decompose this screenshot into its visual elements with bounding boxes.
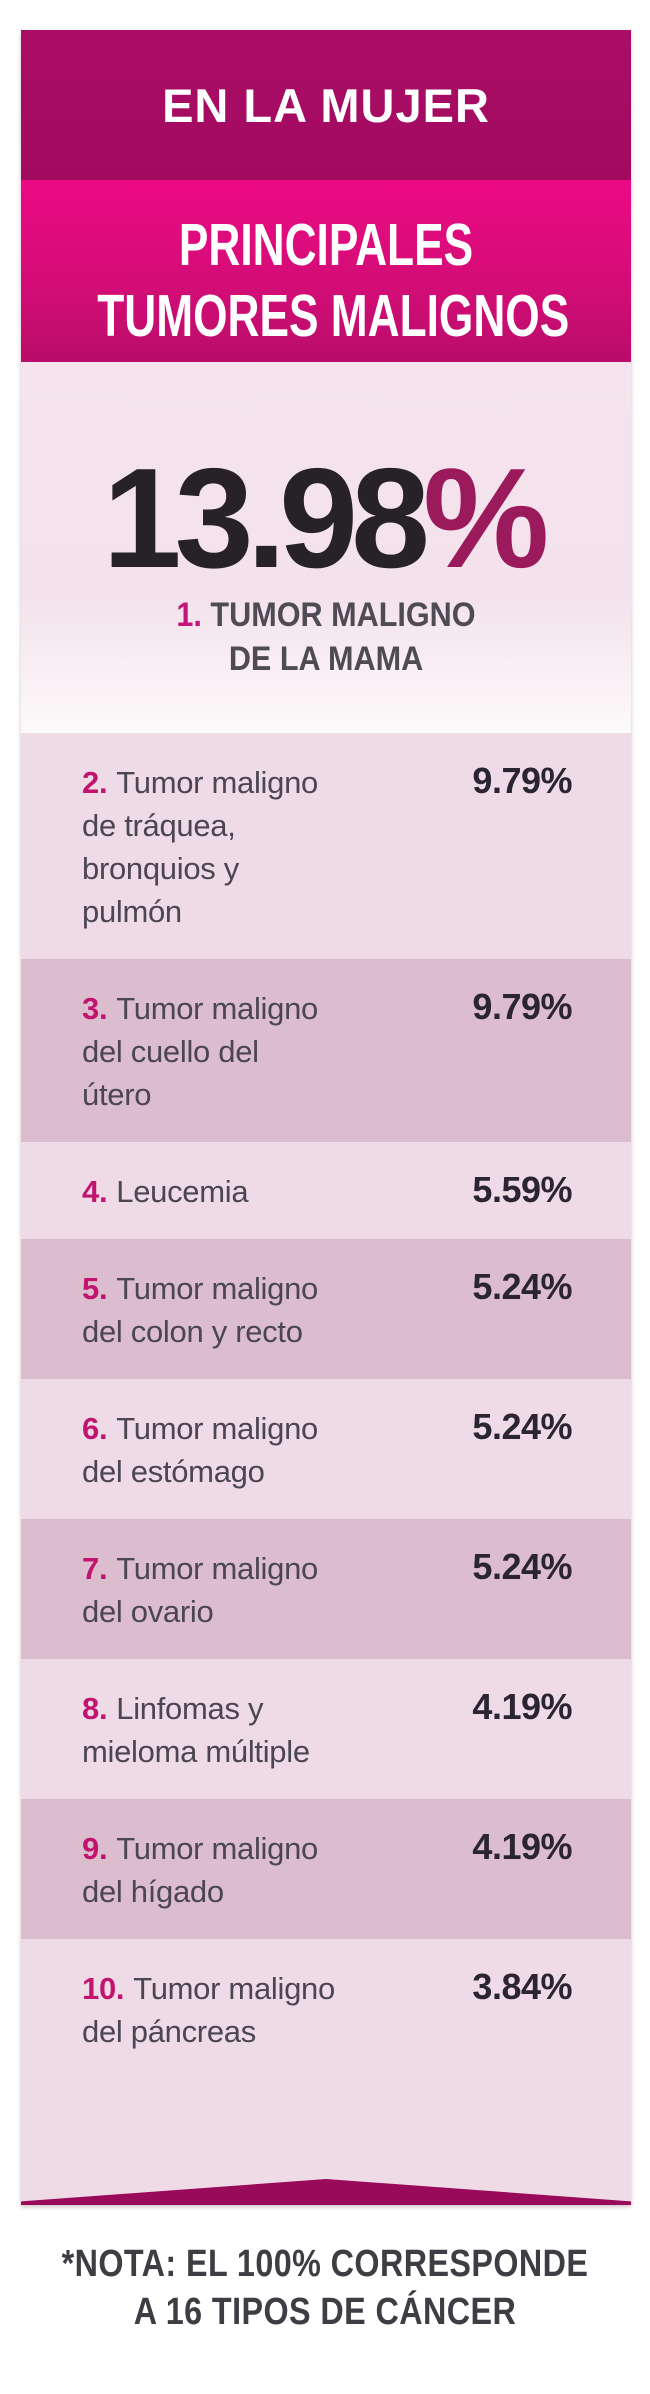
list-item: 8. Linfomas y mieloma múltiple 4.19% [21,1659,631,1799]
list-item-percentage: 5.59% [472,1169,572,1210]
top-tumor-name-line1: TUMOR MALIGNO [210,596,476,634]
list-item: 7. Tumor maligno del ovario 5.24% [21,1519,631,1659]
tumor-list: 2. Tumor maligno de tráquea, bronquios y pul… [21,733,631,2205]
list-item-percentage: 5.24% [472,1546,572,1587]
top-tumor-rank: 1. [176,596,202,634]
main-title-line1: PRINCIPALES [178,212,474,278]
list-item-label: 9. Tumor maligno del hígado [82,1827,472,1913]
list-item-label: 8. Linfomas y mieloma múltiple [82,1687,472,1773]
top-tumor-name-line2: DE LA MAMA [228,640,424,678]
list-item-rank: 5. [82,1271,108,1306]
list-item-rank: 9. [82,1831,108,1866]
list-item: 3. Tumor maligno del cuello del útero 9.79% [21,959,631,1142]
list-item-text: Tumor maligno del colon y recto [82,1271,318,1349]
list-item-label: 3. Tumor maligno del cuello del útero [82,987,472,1116]
list-item-text: Tumor maligno del páncreas [82,1971,335,2049]
list-item-text: Linfomas y mieloma múltiple [82,1691,310,1769]
list-item: 6. Tumor maligno del estómago 5.24% [21,1379,631,1519]
list-item-percentage: 9.79% [472,760,572,801]
list-item: 5. Tumor maligno del colon y recto 5.24% [21,1239,631,1379]
list-item: 2. Tumor maligno de tráquea, bronquios y pul… [21,733,631,959]
footnote-line2: A 16 TIPOS DE CÁNCER [133,2291,517,2333]
list-item-rank: 10. [82,1971,125,2006]
list-item-label: 10. Tumor maligno del páncreas [82,1967,472,2053]
list-item: 10. Tumor maligno del páncreas 3.84% [21,1939,631,2205]
list-item-percentage: 5.24% [472,1406,572,1447]
percent-sign: % [423,439,550,598]
list-item-text: Tumor maligno de tráquea, bronquios y pulmó… [82,765,318,929]
list-item-percentage: 4.19% [472,1686,572,1727]
list-item-percentage: 3.84% [472,1966,572,2007]
list-item-rank: 4. [82,1174,108,1209]
list-item-label: 2. Tumor maligno de tráquea, bronquios y pul… [82,761,472,933]
list-item-rank: 7. [82,1551,108,1586]
kicker-title: EN LA MUJER [162,78,490,132]
list-item-rank: 3. [82,991,108,1026]
main-title: PRINCIPALES TUMORES MALIGNOS [97,210,569,352]
list-item-percentage: 4.19% [472,1826,572,1867]
list-item-label: 6. Tumor maligno del estómago [82,1407,472,1493]
list-item-rank: 2. [82,765,108,800]
footnote: *NOTA: EL 100% CORRESPONDE A 16 TIPOS DE… [49,2240,602,2336]
list-item-text: Tumor maligno del hígado [82,1831,318,1909]
list-item-rank: 6. [82,1411,108,1446]
hero-panel [21,362,631,733]
list-item-percentage: 9.79% [472,986,572,1027]
list-item-rank: 8. [82,1691,108,1726]
list-item: 9. Tumor maligno del hígado 4.19% [21,1799,631,1939]
footnote-line1: *NOTA: EL 100% CORRESPONDE [61,2243,589,2285]
main-title-line2: TUMORES MALIGNOS [97,283,570,349]
tumors-infographic: EN LA MUJER PRINCIPALES TUMORES MALIGNOS… [21,30,631,2205]
top-percentage-value: 13.98 [102,439,430,598]
top-tumor-label: 1. TUMOR MALIGNO DE LA MAMA [52,593,601,681]
list-item-text: Leucemia [116,1174,249,1209]
list-item-label: 4. Leucemia [82,1170,472,1213]
top-percentage: 13.98% [21,448,631,590]
list-item-label: 5. Tumor maligno del colon y recto [82,1267,472,1353]
list-item-percentage: 5.24% [472,1266,572,1307]
list-item-text: Tumor maligno del estómago [82,1411,318,1489]
list-item-text: Tumor maligno del ovario [82,1551,318,1629]
list-item-text: Tumor maligno del cuello del útero [82,991,318,1112]
kicker-band: EN LA MUJER [21,30,631,180]
list-item: 4. Leucemia 5.59% [21,1142,631,1239]
list-item-label: 7. Tumor maligno del ovario [82,1547,472,1633]
